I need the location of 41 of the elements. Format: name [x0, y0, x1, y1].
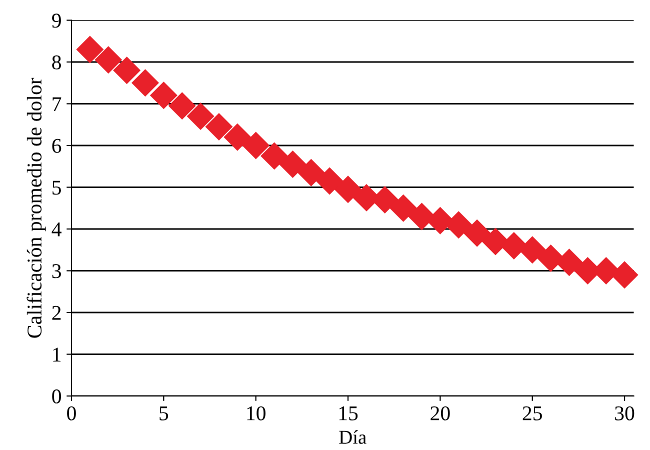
point — [316, 168, 344, 194]
point — [537, 244, 564, 272]
y-tick-label: 5 — [52, 180, 61, 195]
y-tick-label: 4 — [52, 222, 62, 236]
y-tick-label: 1 — [53, 348, 61, 362]
point — [242, 132, 270, 159]
y-axis-title: Calificación promedio de dolor — [26, 78, 46, 338]
point — [113, 56, 140, 84]
x-tick-label: 30 — [615, 406, 634, 420]
x-tick-label: 20 — [430, 406, 450, 420]
x-tick-label: 0 — [67, 406, 76, 420]
x-tick-label: 10 — [247, 406, 266, 420]
y-tick-label: 3 — [52, 264, 61, 278]
point — [187, 102, 214, 130]
y-tick-label: 7 — [52, 97, 62, 111]
point — [390, 194, 417, 222]
point — [556, 248, 583, 276]
x-tick-label: 15 — [339, 406, 358, 420]
x-tick-label: 5 — [160, 406, 168, 420]
point — [611, 261, 638, 288]
y-tick-label: 8 — [52, 55, 61, 70]
y-tick-label: 2 — [52, 306, 61, 320]
y-tick-label: 6 — [52, 138, 62, 153]
point — [168, 92, 196, 120]
point — [445, 211, 472, 238]
point — [260, 142, 288, 170]
x-tick-label: 25 — [522, 406, 542, 420]
x-axis-title: Día — [339, 430, 366, 444]
point — [206, 113, 232, 140]
y-tick-label: 0 — [52, 389, 61, 404]
point — [132, 69, 159, 96]
point — [482, 228, 509, 255]
point — [279, 150, 306, 178]
point — [464, 220, 491, 247]
point — [224, 124, 251, 151]
point — [150, 82, 178, 109]
point — [76, 36, 104, 63]
y-tick-label: 9 — [52, 14, 61, 28]
point — [94, 46, 122, 74]
point — [298, 159, 325, 186]
point — [334, 176, 362, 203]
